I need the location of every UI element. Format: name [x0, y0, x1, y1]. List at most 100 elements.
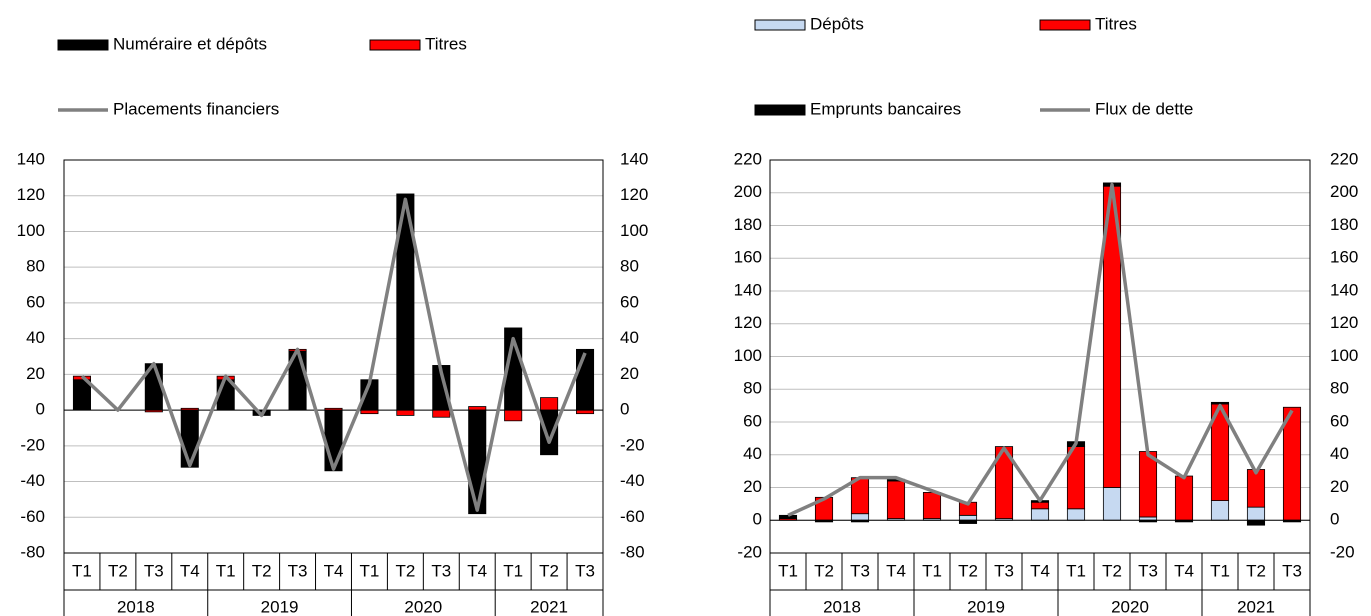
- bar: [1102, 487, 1122, 521]
- x-tick-label: T4: [1174, 561, 1194, 580]
- bar: [540, 397, 559, 411]
- y2-tick-label: 40: [1330, 444, 1349, 463]
- bar: [958, 514, 978, 521]
- y2-tick-label: 0: [620, 400, 629, 419]
- y-tick-label: 120: [734, 313, 762, 332]
- bar: [540, 409, 559, 456]
- x-group-label: 2018: [117, 597, 155, 616]
- y2-tick-label: 140: [1330, 280, 1358, 299]
- line: [787, 182, 1294, 517]
- y2-tick-label: -20: [1330, 542, 1355, 561]
- y2-tick-label: 80: [1330, 379, 1349, 398]
- x-tick-label: T1: [778, 561, 798, 580]
- y-tick-label: 0: [753, 510, 762, 529]
- y-tick-label: -80: [20, 542, 45, 561]
- bar: [504, 409, 523, 422]
- bar: [1246, 519, 1266, 526]
- y-tick-label: 20: [743, 477, 762, 496]
- y-tick-label: 100: [17, 221, 45, 240]
- bar: [468, 406, 487, 411]
- legend-label: Titres: [425, 34, 467, 53]
- bar: [324, 409, 343, 472]
- bar: [432, 409, 451, 418]
- y2-tick-label: 200: [1330, 182, 1358, 201]
- y2-tick-label: 100: [620, 221, 648, 240]
- bar: [72, 379, 91, 411]
- legend-label: Numéraire et dépôts: [113, 34, 267, 53]
- bar: [396, 409, 415, 416]
- x-tick-label: T3: [850, 561, 870, 580]
- y2-tick-label: -40: [620, 471, 645, 490]
- x-tick-label: T1: [216, 561, 236, 580]
- y2-tick-label: 120: [1330, 313, 1358, 332]
- x-group-label: 2018: [823, 597, 861, 616]
- y-tick-label: 180: [734, 215, 762, 234]
- y2-tick-label: 100: [1330, 346, 1358, 365]
- x-tick-label: T2: [1246, 561, 1266, 580]
- bar: [468, 409, 487, 515]
- x-tick-label: T2: [539, 561, 559, 580]
- x-group-label: 2020: [404, 597, 442, 616]
- y-tick-label: 0: [36, 400, 45, 419]
- bar: [778, 514, 798, 520]
- bar: [576, 409, 595, 415]
- line: [80, 197, 587, 512]
- bar: [1210, 500, 1230, 521]
- legend-swatch: [369, 39, 421, 51]
- bar: [576, 348, 595, 411]
- x-tick-label: T4: [324, 561, 344, 580]
- y-tick-label: 100: [734, 346, 762, 365]
- x-tick-label: T1: [922, 561, 942, 580]
- bar: [1138, 451, 1158, 518]
- x-group-label: 2019: [261, 597, 299, 616]
- x-tick-label: T3: [1282, 561, 1302, 580]
- y-tick-label: -20: [20, 435, 45, 454]
- x-tick-label: T3: [575, 561, 595, 580]
- y2-tick-label: 60: [620, 292, 639, 311]
- x-tick-label: T1: [360, 561, 380, 580]
- y2-tick-label: 20: [1330, 477, 1349, 496]
- y2-tick-label: 80: [620, 257, 639, 276]
- bar: [1030, 508, 1050, 521]
- y-tick-label: 60: [26, 292, 45, 311]
- y-tick-label: 160: [734, 248, 762, 267]
- legend-swatch: [754, 19, 806, 31]
- y-tick-label: -40: [20, 471, 45, 490]
- y-tick-label: -20: [737, 542, 762, 561]
- plot-frame: [63, 159, 604, 554]
- y2-tick-label: 160: [1330, 248, 1358, 267]
- bar: [1174, 475, 1194, 521]
- y-tick-label: 140: [734, 280, 762, 299]
- y-tick-label: 200: [734, 182, 762, 201]
- x-tick-label: T1: [1210, 561, 1230, 580]
- bar: [1066, 508, 1086, 521]
- x-tick-label: T1: [72, 561, 92, 580]
- legend-label: Dépôts: [810, 14, 864, 33]
- bar: [886, 480, 906, 520]
- x-tick-label: T4: [180, 561, 200, 580]
- legend-label: Emprunts bancaires: [810, 99, 961, 118]
- legend-label: Titres: [1095, 14, 1137, 33]
- x-tick-label: T2: [958, 561, 978, 580]
- bar: [180, 409, 199, 468]
- x-tick-label: T4: [886, 561, 906, 580]
- y-tick-label: 80: [26, 257, 45, 276]
- legend-label: Placements financiers: [113, 99, 279, 118]
- y-tick-label: 220: [734, 149, 762, 168]
- x-tick-label: T1: [503, 561, 523, 580]
- y-tick-label: 140: [17, 149, 45, 168]
- x-group-label: 2020: [1111, 597, 1149, 616]
- x-tick-label: T3: [994, 561, 1014, 580]
- y-tick-label: 120: [17, 185, 45, 204]
- bar: [1246, 469, 1266, 508]
- x-tick-label: T1: [1066, 561, 1086, 580]
- y-tick-label: 60: [743, 411, 762, 430]
- y2-tick-label: 180: [1330, 215, 1358, 234]
- y-tick-label: 20: [26, 364, 45, 383]
- y2-tick-label: 120: [620, 185, 648, 204]
- x-group-label: 2019: [967, 597, 1005, 616]
- y-tick-label: 80: [743, 379, 762, 398]
- bar: [1246, 506, 1266, 521]
- x-tick-label: T2: [108, 561, 128, 580]
